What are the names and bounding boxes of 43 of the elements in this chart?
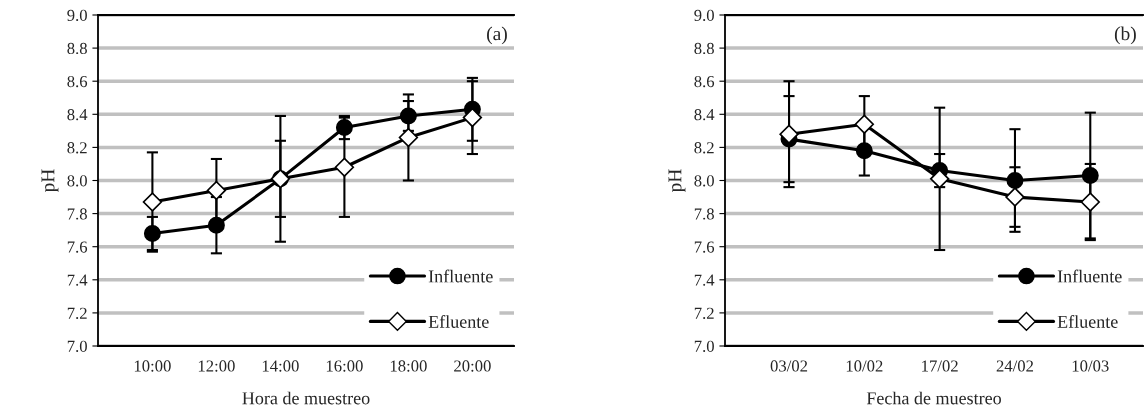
y-tick-label: 7.6 <box>67 241 88 253</box>
y-tick-label: 7.0 <box>67 340 87 353</box>
y-tick-label: 7.0 <box>694 340 714 353</box>
x-tick-label: 20:00 <box>454 360 491 372</box>
y-tick-label: 8.6 <box>67 75 88 88</box>
annotation: (a) <box>487 26 507 45</box>
y-tick-label: 8.4 <box>67 109 88 121</box>
y-axis-title: pH <box>41 169 59 193</box>
y-tick-label: 9.0 <box>694 9 714 22</box>
y-tick-label: 7.4 <box>67 274 88 286</box>
y-tick-label: 7.4 <box>694 274 715 286</box>
x-axis-title: Fecha de muestreo <box>866 391 1001 405</box>
y-tick-label: 8.2 <box>67 142 87 154</box>
y-tick-label: 8.8 <box>67 42 87 55</box>
y-tick-label: 8.0 <box>694 175 714 187</box>
x-tick-label: 10:00 <box>134 360 171 372</box>
x-tick-label: 12:00 <box>198 360 235 372</box>
annotation: (b) <box>1114 26 1136 45</box>
x-tick-label: 10/03 <box>1072 360 1109 372</box>
x-tick-label: 16:00 <box>326 360 363 372</box>
y-tick-label: 7.8 <box>694 208 714 220</box>
legend-label: Efluente <box>428 315 489 328</box>
x-tick-label: 24/02 <box>996 360 1034 372</box>
y-tick-label: 7.6 <box>694 241 715 253</box>
legend-label: Influente <box>428 269 493 283</box>
y-tick-label: 8.4 <box>694 109 715 121</box>
y-tick-label: 7.8 <box>67 208 87 220</box>
y-tick-label: 8.0 <box>67 175 87 187</box>
x-tick-label: 10/02 <box>846 360 883 372</box>
y-tick-label: 7.2 <box>694 307 714 319</box>
x-tick-label: 17/02 <box>922 360 958 372</box>
y-tick-label: 8.2 <box>694 142 714 154</box>
x-axis-title: Hora de muestreo <box>242 391 370 405</box>
x-tick-label: 18:00 <box>390 360 427 372</box>
legend-label: Efluente <box>1057 315 1118 328</box>
y-axis-title: pH <box>668 169 686 193</box>
legend-label: Influente <box>1057 269 1122 283</box>
x-tick-label: 14:00 <box>262 360 299 372</box>
y-tick-label: 8.6 <box>694 75 715 88</box>
y-tick-label: 8.8 <box>694 42 714 55</box>
y-tick-label: 7.2 <box>67 307 87 319</box>
x-tick-label: 03/02 <box>770 360 808 372</box>
y-tick-label: 9.0 <box>67 9 87 22</box>
